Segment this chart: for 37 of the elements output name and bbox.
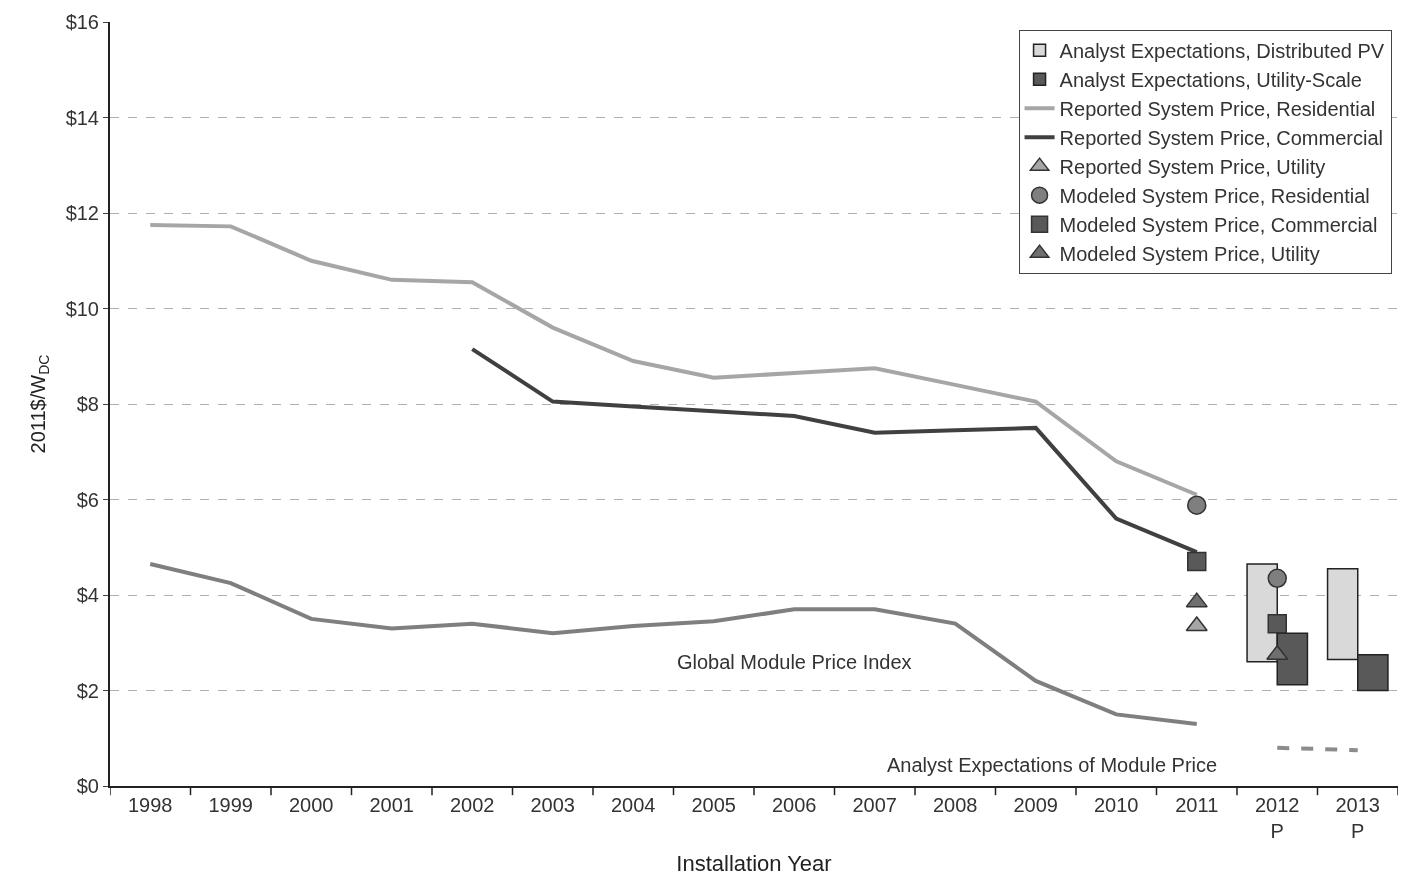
- x-tick-label: 2007: [852, 794, 897, 816]
- legend-label: Analyst Expectations, Utility-Scale: [1059, 68, 1362, 91]
- legend-label: Modeled System Price, Residential: [1059, 184, 1370, 207]
- x-tick-label: 1998: [128, 794, 173, 816]
- y-tick-label: $14: [65, 106, 99, 129]
- x-tick-label: 2001: [369, 794, 414, 816]
- x-tick-label: 2003: [530, 794, 575, 816]
- y-tick-label: $8: [76, 393, 99, 415]
- x-axis-title: Installation Year: [676, 851, 832, 877]
- y-tick-label: $6: [76, 488, 99, 511]
- y-tick-label: $2: [76, 679, 99, 702]
- x-tick-label: 2005: [691, 794, 736, 816]
- legend-label: Reported System Price, Utility: [1059, 155, 1326, 178]
- legend-label: Reported System Price, Commercial: [1059, 126, 1383, 149]
- x-tick-label: 2004: [611, 794, 656, 816]
- annotation: Global Module Price Index: [677, 651, 912, 673]
- y-tick-label: $12: [65, 202, 99, 224]
- legend-label: Modeled System Price, Utility: [1059, 242, 1320, 265]
- x-tick-label: 2009: [1013, 794, 1058, 816]
- x-tick-label: 2000: [289, 794, 334, 816]
- legend-label: Modeled System Price, Commercial: [1059, 213, 1378, 236]
- x-tick-label: 2008: [933, 794, 978, 816]
- x-tick-label: 2010: [1094, 794, 1139, 816]
- legend-label: Analyst Expectations, Distributed PV: [1059, 39, 1385, 62]
- annotation: Analyst Expectations of Module Price: [887, 754, 1218, 776]
- y-tick-label: $4: [76, 584, 99, 606]
- x-tick-label: 2006: [772, 794, 817, 816]
- line-series: [148, 561, 1199, 726]
- y-tick-label: $16: [65, 11, 99, 33]
- x-tick-label: 2011: [1175, 794, 1219, 816]
- x-tick-label: 2013 P: [1335, 794, 1380, 842]
- legend-label: Reported System Price, Residential: [1059, 97, 1376, 120]
- x-tick-label: 1999: [208, 794, 253, 816]
- y-tick-label: $10: [65, 297, 99, 320]
- x-tick-label: 2012 P: [1255, 794, 1300, 842]
- x-tick-label: 2002: [450, 794, 495, 816]
- y-tick-label: $0: [76, 775, 99, 797]
